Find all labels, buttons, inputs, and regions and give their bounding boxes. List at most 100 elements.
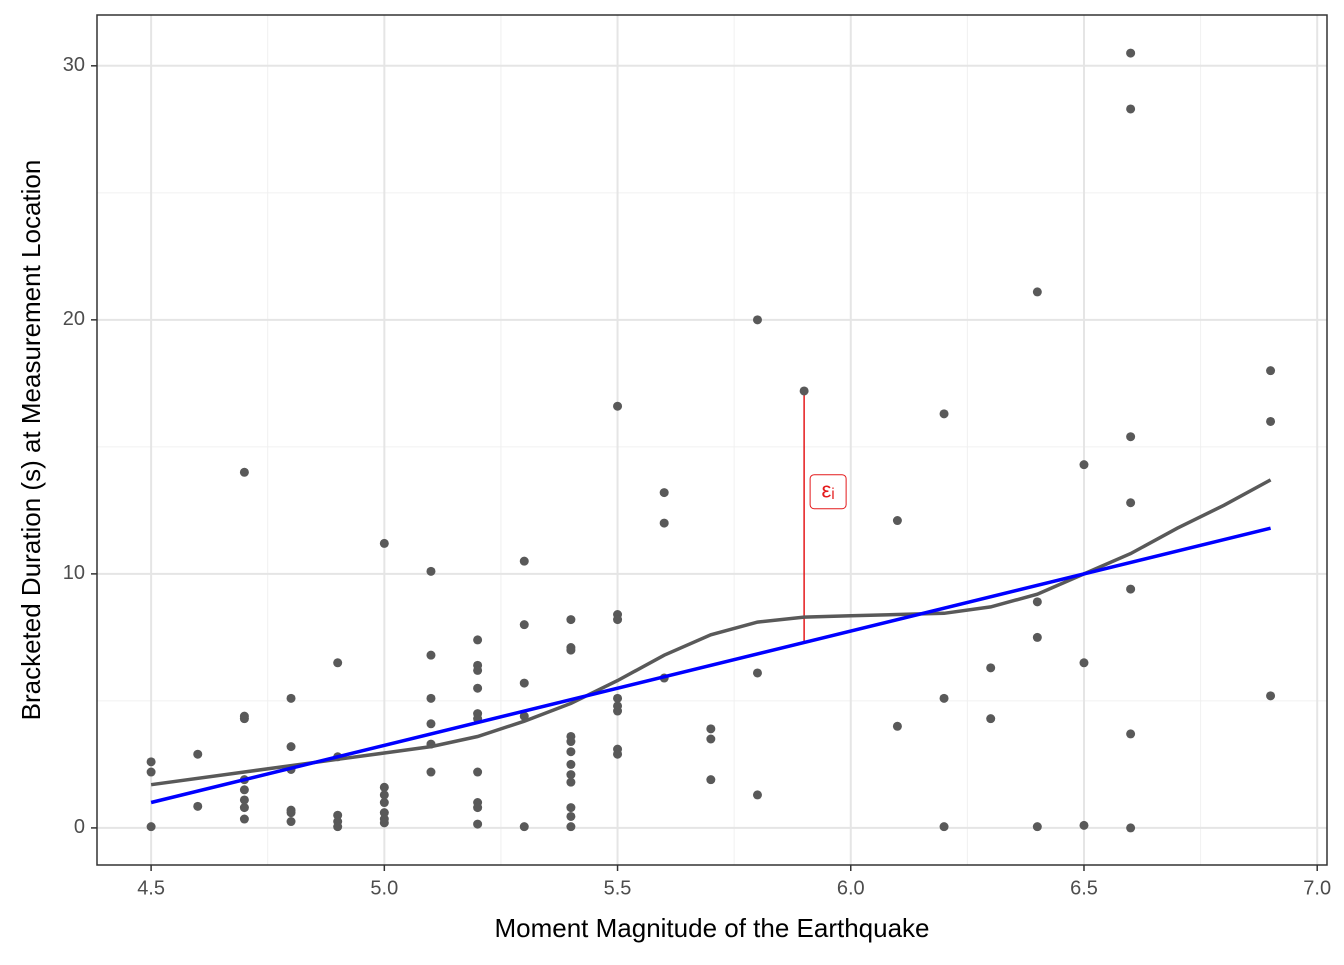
- point: [1126, 432, 1136, 442]
- point: [566, 811, 576, 821]
- point: [1126, 729, 1136, 739]
- point: [1032, 822, 1042, 832]
- y-tick-label: 0: [74, 816, 85, 838]
- x-axis-title: Moment Magnitude of the Earthquake: [494, 913, 929, 943]
- smooth-line: [150, 478, 1272, 787]
- point: [1032, 597, 1042, 607]
- point: [659, 488, 669, 498]
- point: [379, 798, 389, 808]
- point: [566, 803, 576, 813]
- point: [1126, 498, 1136, 508]
- point: [519, 556, 529, 566]
- point: [379, 818, 389, 828]
- point: [239, 814, 249, 824]
- residual-label: εᵢ: [821, 478, 834, 503]
- point: [892, 721, 902, 731]
- point: [613, 615, 623, 625]
- point: [519, 822, 529, 832]
- point: [379, 782, 389, 792]
- point: [1126, 584, 1136, 594]
- point: [752, 790, 762, 800]
- point: [426, 650, 436, 660]
- point: [1079, 820, 1089, 830]
- point: [379, 790, 389, 800]
- x-tick-label: 4.5: [137, 877, 165, 899]
- y-tick-label: 20: [63, 308, 85, 330]
- residual-label-box: [809, 474, 847, 510]
- point: [892, 516, 902, 526]
- point: [613, 706, 623, 716]
- point: [1266, 416, 1276, 426]
- x-tick-label: 6.5: [1070, 877, 1098, 899]
- panel: [97, 15, 1327, 865]
- point: [286, 808, 296, 818]
- panel-border: [96, 14, 1328, 866]
- point: [473, 819, 483, 829]
- point: [939, 693, 949, 703]
- point: [286, 693, 296, 703]
- point: [1032, 632, 1042, 642]
- point: [146, 822, 156, 832]
- point: [752, 315, 762, 325]
- point: [146, 757, 156, 767]
- point: [239, 795, 249, 805]
- point: [799, 386, 809, 396]
- x-tick-label: 6.0: [837, 877, 865, 899]
- point: [1266, 691, 1276, 701]
- point: [473, 665, 483, 675]
- point: [519, 678, 529, 688]
- point: [426, 566, 436, 576]
- point: [1126, 823, 1136, 833]
- point: [379, 538, 389, 548]
- y-tick-label: 30: [63, 54, 85, 76]
- point: [426, 693, 436, 703]
- x-tick-label: 5.0: [370, 877, 398, 899]
- point: [193, 801, 203, 811]
- point: [239, 785, 249, 795]
- point: [706, 724, 716, 734]
- point: [566, 770, 576, 780]
- point: [333, 810, 343, 820]
- point: [1079, 658, 1089, 668]
- point: [566, 822, 576, 832]
- point: [239, 467, 249, 477]
- point: [566, 737, 576, 747]
- point: [286, 817, 296, 827]
- point: [239, 714, 249, 724]
- x-tick-label: 7.0: [1303, 877, 1331, 899]
- point: [193, 749, 203, 759]
- point: [706, 734, 716, 744]
- point: [1079, 460, 1089, 470]
- point: [566, 615, 576, 625]
- point: [519, 620, 529, 630]
- point: [146, 767, 156, 777]
- y-tick-label: 10: [63, 562, 85, 584]
- point: [473, 803, 483, 813]
- point: [333, 658, 343, 668]
- point: [986, 663, 996, 673]
- point: [566, 645, 576, 655]
- point: [1032, 287, 1042, 297]
- point: [426, 767, 436, 777]
- point: [659, 518, 669, 528]
- point: [613, 749, 623, 759]
- point: [333, 822, 343, 832]
- point: [473, 683, 483, 693]
- point: [379, 808, 389, 818]
- point: [1126, 48, 1136, 58]
- y-axis-title: Bracketed Duration (s) at Measurement Lo…: [16, 160, 46, 721]
- point: [566, 777, 576, 787]
- point: [473, 635, 483, 645]
- point: [1266, 366, 1276, 376]
- point: [519, 711, 529, 721]
- point: [986, 714, 996, 724]
- point: [566, 759, 576, 769]
- point: [286, 742, 296, 752]
- point: [939, 409, 949, 419]
- point: [752, 668, 762, 678]
- point: [566, 747, 576, 757]
- point: [239, 803, 249, 813]
- point: [939, 822, 949, 832]
